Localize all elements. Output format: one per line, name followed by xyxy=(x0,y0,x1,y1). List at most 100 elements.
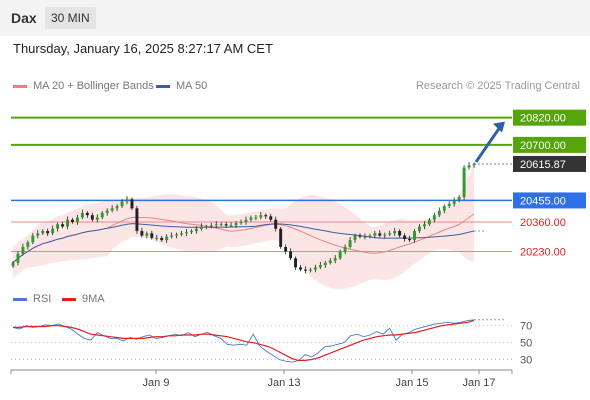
candle xyxy=(150,230,154,240)
level-label-0: 20820.00 xyxy=(513,109,586,126)
candle xyxy=(100,211,104,220)
candle xyxy=(432,212,436,223)
candle xyxy=(388,230,392,237)
candle-body xyxy=(378,233,382,236)
bollinger-band-area xyxy=(13,165,474,290)
candle-body xyxy=(279,228,283,247)
candle xyxy=(36,230,40,239)
candle xyxy=(328,258,332,265)
candle xyxy=(80,209,84,220)
candle-body xyxy=(338,251,342,259)
candle xyxy=(90,212,94,222)
candle-body xyxy=(333,258,337,261)
candle-body xyxy=(408,238,412,241)
legend-ma50-label: MA 50 xyxy=(176,80,208,92)
candle xyxy=(31,233,35,245)
candle-body xyxy=(413,231,416,241)
legend-ma20-label: MA 20 + Bollinger Bands xyxy=(33,80,154,92)
candle-body xyxy=(36,233,40,236)
candle-body xyxy=(348,240,352,247)
candle xyxy=(26,240,30,250)
candle-body xyxy=(209,225,213,227)
candle xyxy=(378,230,382,238)
candle xyxy=(472,162,476,169)
symbol-name: Dax xyxy=(11,10,37,26)
candle xyxy=(427,217,431,227)
x-tick-label: Jan 13 xyxy=(267,377,300,389)
candle-body xyxy=(363,236,367,238)
ma20-swatch-icon xyxy=(13,84,27,88)
rsi-swatch-icon xyxy=(13,297,27,301)
level-label-text: 20820.00 xyxy=(520,113,566,125)
candle xyxy=(289,248,293,261)
candle-body xyxy=(31,235,35,243)
candle xyxy=(348,236,352,249)
candle-body xyxy=(11,262,15,267)
candle-body xyxy=(447,203,451,207)
candle xyxy=(11,260,15,269)
candle xyxy=(140,227,144,238)
candle xyxy=(318,261,322,270)
candle xyxy=(51,225,55,236)
candle-body xyxy=(224,224,228,226)
candle xyxy=(239,219,243,225)
level-label-text: 20455.00 xyxy=(520,195,566,207)
candle-body xyxy=(264,215,268,217)
candle xyxy=(284,244,288,255)
candle xyxy=(199,223,203,231)
candle-body xyxy=(254,217,258,219)
candle-body xyxy=(21,246,25,254)
candle xyxy=(244,216,248,225)
candle-body xyxy=(214,224,218,226)
candle xyxy=(71,217,74,224)
candle xyxy=(160,236,164,242)
candle-body xyxy=(299,267,302,270)
level-label-text: 20615.87 xyxy=(520,159,566,171)
legend-9ma-label: 9MA xyxy=(82,293,105,305)
candle xyxy=(175,232,179,239)
candle xyxy=(16,251,20,266)
candle xyxy=(447,201,451,208)
level-label-text: 20700.00 xyxy=(520,140,566,152)
candle xyxy=(180,230,184,237)
candle xyxy=(224,221,228,229)
candle xyxy=(95,214,99,223)
candle-body xyxy=(308,269,312,271)
candle xyxy=(457,195,461,203)
candle xyxy=(313,264,317,273)
candle xyxy=(418,224,421,233)
timestamp: Thursday, January 16, 2025 8:27:17 AM CE… xyxy=(13,41,273,56)
candle-body xyxy=(303,269,307,271)
candle-body xyxy=(71,219,74,222)
candle-body xyxy=(403,235,407,239)
candle-body xyxy=(432,215,436,220)
candles-group xyxy=(11,162,476,274)
candle-body xyxy=(368,235,372,237)
candle xyxy=(393,227,397,237)
candle-body xyxy=(194,228,198,232)
candle xyxy=(333,255,337,264)
rsi-tick-label: 50 xyxy=(520,338,532,350)
candle-body xyxy=(234,223,238,226)
ma50-swatch-icon xyxy=(156,84,170,88)
candle-body xyxy=(418,226,421,232)
level-label-text: 20230.00 xyxy=(520,246,566,258)
candle-body xyxy=(328,260,332,263)
candle-body xyxy=(105,210,109,213)
legend-rsi-label: RSI xyxy=(33,293,52,305)
candle xyxy=(422,221,426,230)
candle xyxy=(452,197,456,207)
candle xyxy=(189,229,193,234)
candle xyxy=(204,224,208,230)
candle xyxy=(368,233,372,239)
candle xyxy=(194,226,198,234)
candle xyxy=(363,233,367,240)
candle xyxy=(323,260,327,268)
timeframe-selector[interactable]: 30 MIN xyxy=(45,7,96,29)
candle-body xyxy=(323,262,327,266)
candle xyxy=(75,214,79,225)
rsi-tick-label: 30 xyxy=(520,355,532,367)
candle-body xyxy=(442,206,446,211)
legend-9ma: 9MA xyxy=(62,293,105,305)
